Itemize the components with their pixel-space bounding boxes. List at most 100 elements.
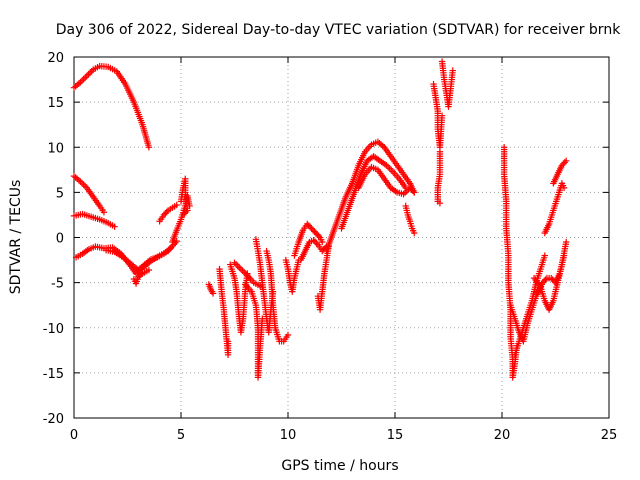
data-point [184,207,191,214]
data-point [560,160,567,167]
data-point [388,166,395,174]
x-tick-label: 15 [387,428,404,443]
data-point [319,238,326,246]
data-point [239,267,246,274]
series-arc-19 [297,237,330,264]
data-point [83,72,91,80]
data-point [111,223,118,230]
series-arc-22 [338,153,409,232]
grid [74,57,609,418]
data-point [558,162,566,169]
data-point [308,225,315,232]
series-arc-5 [102,245,174,274]
y-tick-label: -10 [43,322,64,337]
data-point [560,184,568,192]
series-arc-17 [282,256,302,295]
data-point [284,331,292,339]
data-point [100,209,108,216]
data-point [406,184,414,192]
x-tick-label: 20 [494,428,511,443]
y-tick-label: 20 [47,51,64,66]
series-arc-20 [314,243,332,313]
data-point [314,231,321,238]
data-point [173,237,180,245]
data-point [78,77,86,84]
y-tick-label: -20 [43,412,64,427]
data-point [163,208,170,216]
axes: 0 5 10 15 20 25 -20 -15 -10 -5 0 5 10 15 20 [43,51,618,443]
data-point [167,245,174,252]
data-point [563,238,570,246]
data-point [438,112,446,119]
x-tick-label: 10 [280,428,297,443]
data-point [145,144,153,151]
data-point [86,69,94,76]
series-arc-6 [130,266,153,287]
series-arc-18 [291,220,326,259]
y-tick-label: 15 [47,96,64,111]
data-point [145,266,153,274]
data-point [306,223,314,231]
data-point [236,264,243,271]
data-point [82,74,89,81]
x-tick-label: 25 [601,428,618,443]
data-point [160,211,168,219]
series-arc-30 [511,252,548,359]
data-point [408,186,415,193]
series-arc-1 [70,62,153,151]
y-tick-label: -15 [43,367,64,382]
data-point [542,276,549,283]
data-point [82,183,89,190]
data-point [237,265,245,273]
data-point [561,159,568,166]
x-tick-label: 5 [177,428,185,443]
data-marks [70,58,570,381]
data-point [313,240,320,247]
series-arc-11 [216,265,232,359]
series-arc-12 [227,261,251,336]
data-point [234,262,241,270]
data-point [311,228,318,235]
data-point [409,187,417,195]
x-tick-label: 0 [70,428,78,443]
chart-title: Day 306 of 2022, Sidereal Day-to-day VTE… [56,22,621,38]
data-point [80,181,87,188]
data-point [224,338,232,345]
series-arc-34 [550,157,570,187]
data-point [312,229,320,237]
data-point [78,179,86,187]
series-arc-2 [70,172,108,216]
y-axis-label: SDTVAR / TECUs [8,180,24,295]
data-point [411,189,418,196]
y-tick-label: 0 [56,232,64,247]
series-arc-16 [263,247,292,345]
x-axis-label: GPS time / hours [281,458,398,474]
data-point [540,277,548,285]
data-point [401,189,409,196]
data-point [182,208,190,216]
data-point [449,67,456,74]
series-arc-9 [177,175,191,219]
data-point [311,238,319,245]
data-point [162,210,169,217]
y-tick-label: -5 [51,277,64,292]
data-point [309,226,317,234]
data-point [315,232,322,240]
y-tick-label: 5 [56,186,64,201]
series-arc-32 [535,252,568,295]
data-point [539,279,546,286]
data-point [137,271,145,279]
data-point [436,200,444,207]
data-point [173,201,180,209]
y-tick-label: 10 [47,141,64,156]
data-point [85,71,92,78]
data-point [549,276,556,283]
series-arc-7 [156,201,180,225]
series-arc-10 [205,281,217,297]
data-point [240,269,248,276]
series-arc-25 [438,58,456,110]
data-point [563,157,570,164]
data-point [181,210,188,217]
series-arc-21 [323,138,418,255]
